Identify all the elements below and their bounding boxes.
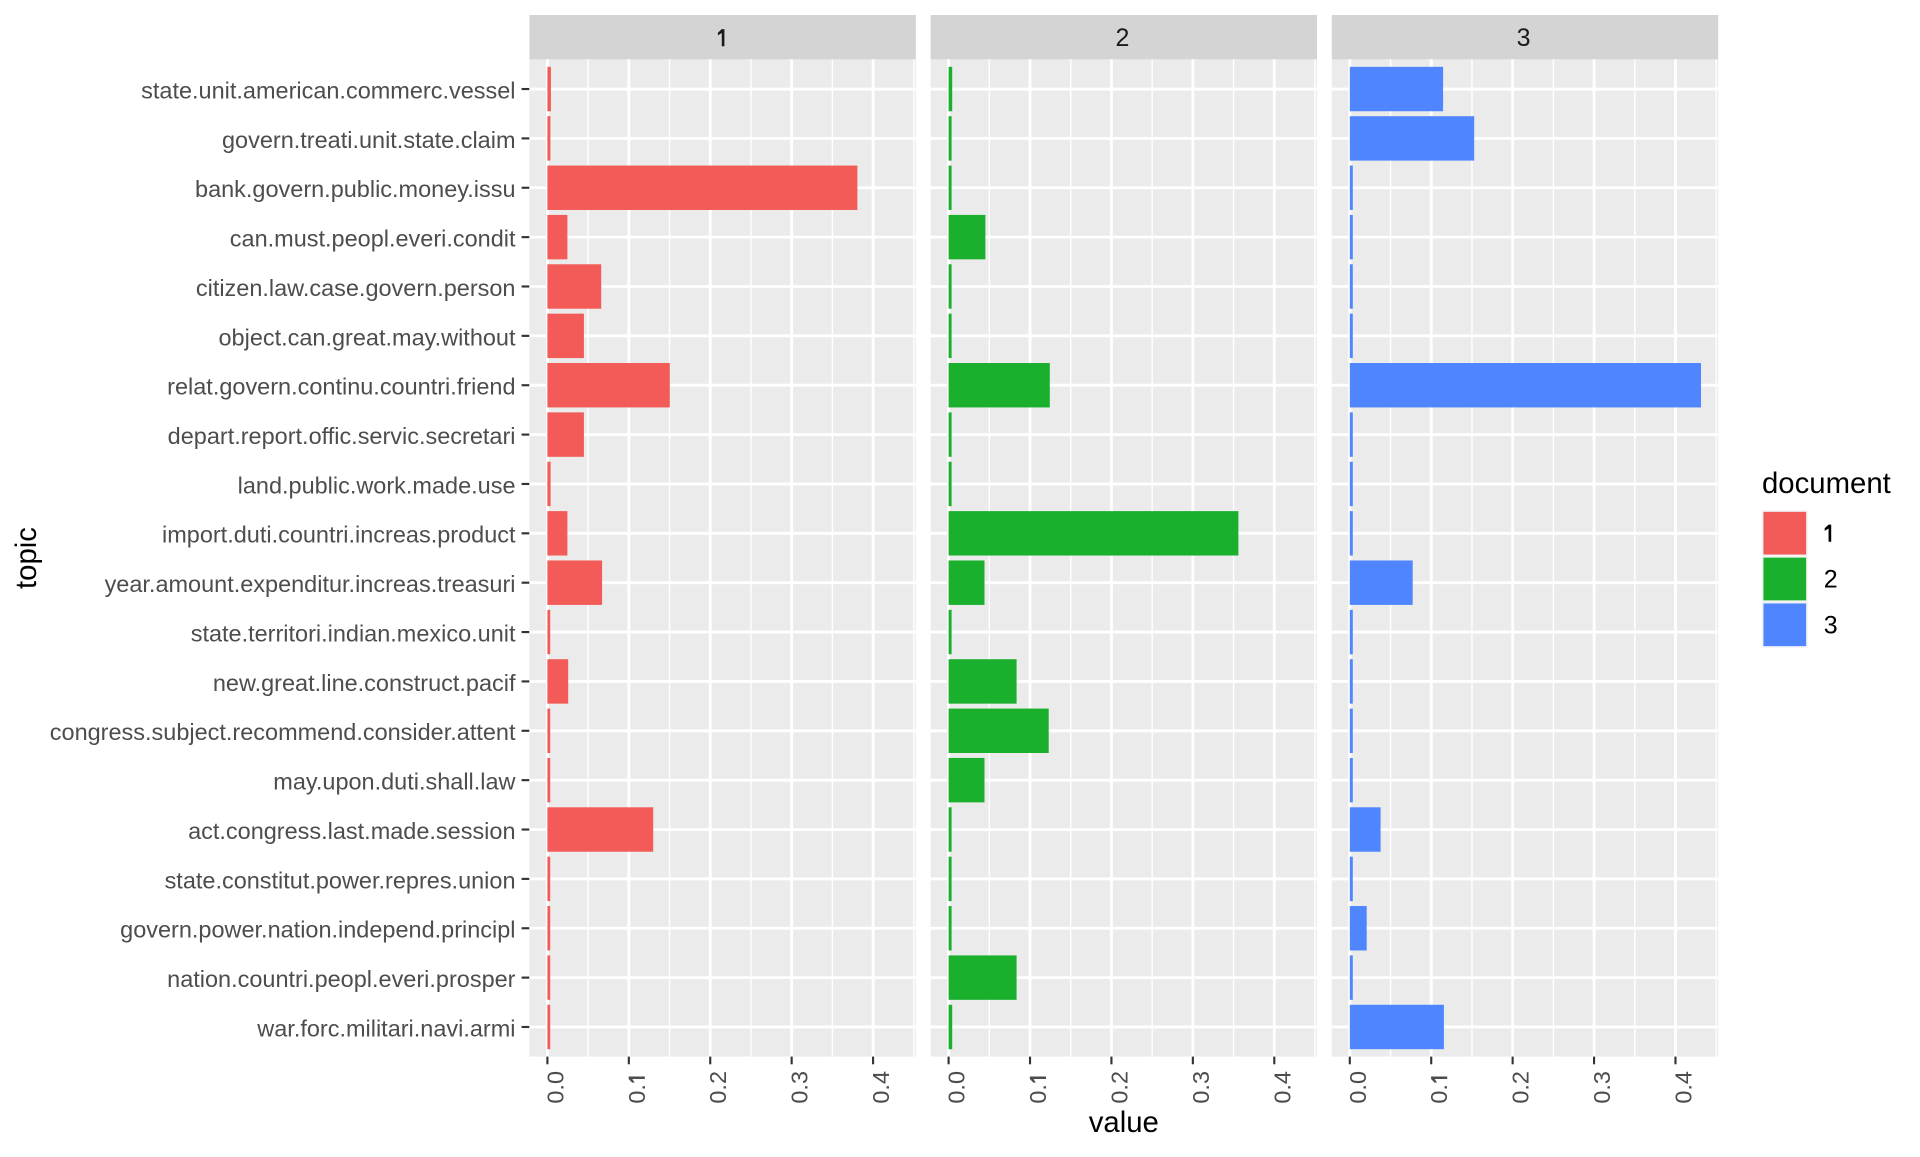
svg-text:0.: 0. [1025,1084,1051,1104]
svg-text:land.public.work.made.use: land.public.work.made.use [238,472,516,498]
svg-text:2: 2 [1824,566,1838,594]
svg-text:0.0: 0.0 [944,1071,970,1104]
svg-text:act.congress.last.made.session: act.congress.last.made.session [188,818,515,844]
svg-text:state.unit.american.commerc.ve: state.unit.american.commerc.vessel [141,77,515,103]
svg-text:2: 2 [1115,24,1129,52]
svg-text:citizen.law.case.govern.person: citizen.law.case.govern.person [196,275,516,301]
svg-text:0.4: 0.4 [1670,1071,1696,1104]
svg-text:may.upon.duti.shall.law: may.upon.duti.shall.law [273,769,515,795]
svg-text:0.2: 0.2 [1508,1071,1534,1104]
svg-text:congress.subject.recommend.con: congress.subject.recommend.consider.atte… [50,719,516,745]
svg-text:0.0: 0.0 [542,1071,568,1104]
svg-text:0.2: 0.2 [705,1071,731,1104]
svg-text:0.3: 0.3 [1589,1071,1615,1104]
svg-text:depart.report.offic.servic.sec: depart.report.offic.servic.secretari [168,423,516,449]
svg-text:0.0: 0.0 [1345,1071,1371,1104]
svg-text:0.2: 0.2 [1106,1071,1132,1104]
svg-text:object.can.great.may.without: object.can.great.may.without [219,324,516,350]
svg-text:state.territori.indian.mexico.: state.territori.indian.mexico.unit [191,620,516,646]
svg-text:war.forc.militari.navi.armi: war.forc.militari.navi.armi [256,1015,515,1041]
svg-text:bank.govern.public.money.issu: bank.govern.public.money.issu [195,176,515,202]
svg-text:can.must.peopl.everi.condit: can.must.peopl.everi.condit [230,226,516,252]
svg-text:state.constitut.power.repres.u: state.constitut.power.repres.union [165,867,516,893]
svg-text:0.3: 0.3 [787,1071,813,1104]
svg-text:relat.govern.continu.countri.f: relat.govern.continu.countri.friend [167,374,515,400]
svg-text:0.3: 0.3 [1188,1071,1214,1104]
svg-text:0.4: 0.4 [1269,1071,1295,1104]
svg-text:year.amount.expenditur.increas: year.amount.expenditur.increas.treasuri [105,571,516,597]
svg-text:govern.treati.unit.state.claim: govern.treati.unit.state.claim [222,127,516,153]
svg-text:import.duti.countri.increas.pr: import.duti.countri.increas.product [162,522,516,548]
svg-text:govern.power.nation.independ.p: govern.power.nation.independ.principl [120,917,515,943]
svg-text:3: 3 [1517,24,1531,52]
svg-text:nation.countri.peopl.everi.pro: nation.countri.peopl.everi.prosper [167,966,516,992]
svg-text:value: value [1089,1106,1159,1139]
svg-text:0.4: 0.4 [868,1071,894,1104]
svg-text:document: document [1762,467,1891,500]
svg-text:0.: 0. [1426,1084,1452,1104]
svg-text:3: 3 [1824,611,1838,639]
svg-text:topic: topic [10,527,43,589]
svg-text:0.: 0. [624,1084,650,1104]
svg-text:new.great.line.construct.pacif: new.great.line.construct.pacif [213,670,516,696]
